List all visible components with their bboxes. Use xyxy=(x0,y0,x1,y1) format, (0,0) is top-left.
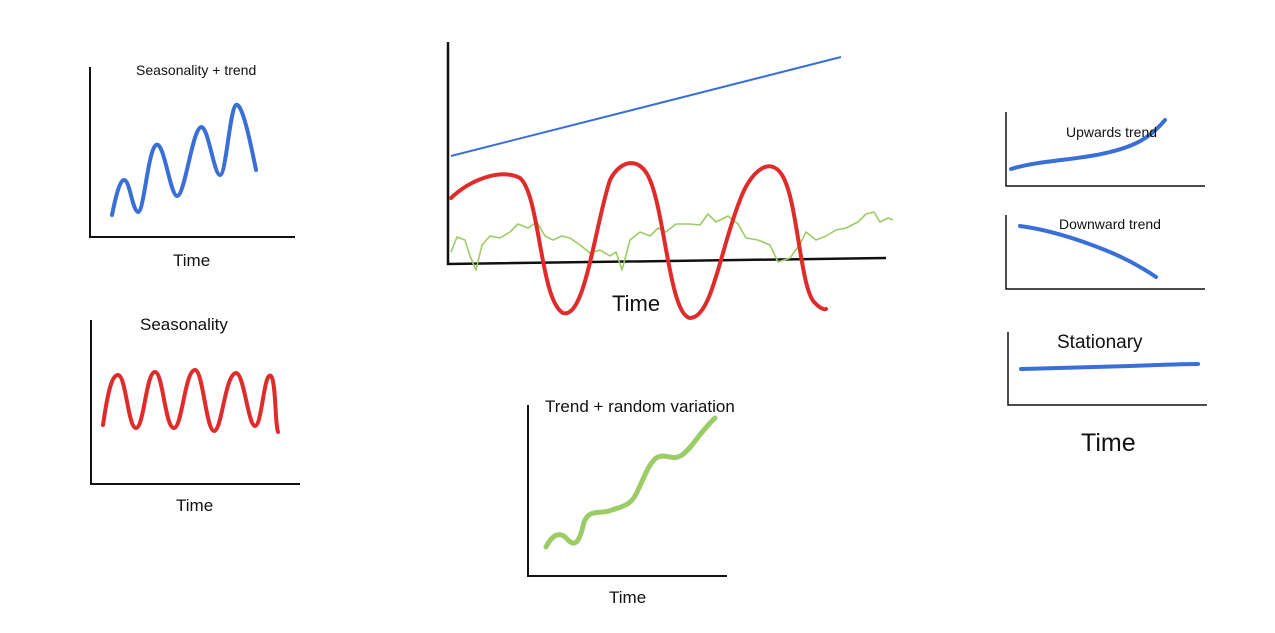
combined-xlabel: Time xyxy=(612,291,661,316)
seasonality-title: Seasonality xyxy=(140,315,228,334)
seasonality-trend-curve xyxy=(110,102,258,217)
axis xyxy=(527,405,727,577)
seasonality-trend-title: Seasonality + trend xyxy=(136,62,257,78)
downward-trend-title: Downward trend xyxy=(1059,216,1161,232)
upwards-trend-title: Upwards trend xyxy=(1066,124,1158,140)
axis xyxy=(446,42,887,266)
axis xyxy=(1005,215,1205,290)
trend-random-title: Trend + random variation xyxy=(545,397,735,416)
axis xyxy=(1007,332,1207,406)
upwards-curve xyxy=(1009,118,1167,171)
downward-curve xyxy=(1018,224,1158,279)
right-column-xlabel: Time xyxy=(1081,429,1136,457)
seasonality-line xyxy=(449,161,828,321)
seasonality-trend-xlabel: Time xyxy=(173,251,211,270)
panel-combined xyxy=(446,42,894,321)
stationary-title: Stationary xyxy=(1057,332,1143,353)
seasonality-curve xyxy=(101,367,280,434)
panel-seasonality xyxy=(90,320,300,485)
panel-upwards-trend xyxy=(1005,112,1205,187)
panel-downward-trend xyxy=(1005,215,1205,290)
axis xyxy=(89,67,295,238)
axis xyxy=(1005,112,1205,187)
panel-stationary xyxy=(1007,332,1207,406)
panel-trend-random xyxy=(527,405,727,577)
seasonality-xlabel: Time xyxy=(176,496,214,515)
trend-line xyxy=(450,56,842,157)
axis xyxy=(90,320,300,485)
trend-random-curve xyxy=(543,415,718,550)
stationary-curve xyxy=(1019,362,1200,371)
trend-random-xlabel: Time xyxy=(609,588,647,607)
random-variation-line xyxy=(450,211,894,271)
panel-seasonality-trend xyxy=(89,67,295,238)
